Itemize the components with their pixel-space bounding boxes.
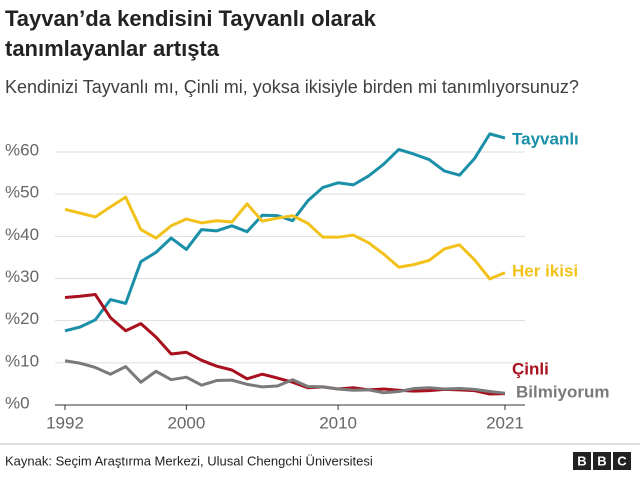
series-label: Bilmiyorum <box>516 382 610 401</box>
y-tick-label: %10 <box>5 351 39 370</box>
logo-letter: C <box>617 453 627 468</box>
logo-box <box>593 452 611 470</box>
y-tick-label: %40 <box>5 225 39 244</box>
x-tick-label: 1992 <box>46 413 84 432</box>
y-tick-label: %20 <box>5 309 39 328</box>
y-tick-label: %60 <box>5 140 39 159</box>
series-label: Çinli <box>512 359 549 378</box>
y-tick-label: %30 <box>5 267 39 286</box>
series-line <box>64 359 506 395</box>
series-line <box>64 195 506 281</box>
logo-letter: B <box>577 453 586 468</box>
logo-box <box>613 452 631 470</box>
series-label: Tayvanlı <box>512 129 579 148</box>
y-tick-label: %50 <box>5 183 39 202</box>
x-tick-label: 2000 <box>167 413 205 432</box>
chart-title: tanımlayanlar artışta <box>5 36 220 61</box>
chart-title: Tayvan’da kendisini Tayvanlı olarak <box>5 6 377 31</box>
series-label: Her ikisi <box>512 261 578 280</box>
series-line <box>64 132 506 333</box>
series-line <box>64 293 506 396</box>
chart-subtitle: Kendinizi Tayvanlı mı, Çinli mi, yoksa i… <box>5 77 579 97</box>
x-tick-label: 2010 <box>319 413 357 432</box>
source: Kaynak: Seçim Araştırma Merkezi, Ulusal … <box>5 453 373 468</box>
y-tick-label: %0 <box>5 393 30 412</box>
logo-letter: B <box>597 453 606 468</box>
x-tick-label: 2021 <box>486 413 524 432</box>
logo-box <box>573 452 591 470</box>
